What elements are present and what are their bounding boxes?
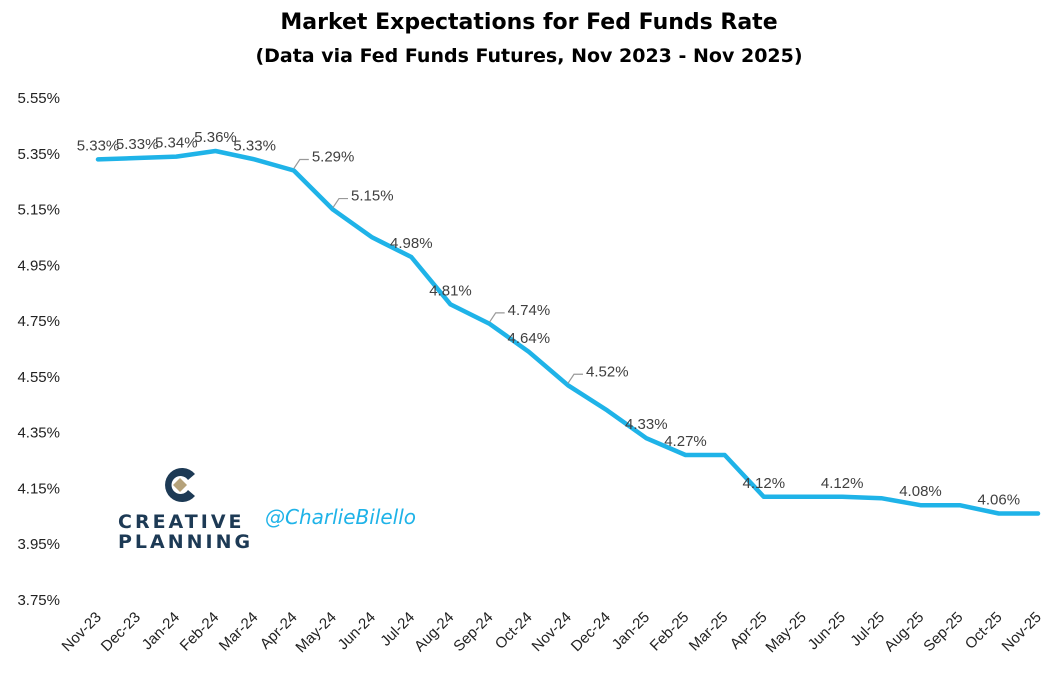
logo-line2: PLANNING [118,531,253,553]
x-tick-label: Aug-24 [411,609,457,655]
x-tick-label: Jun-25 [805,609,849,653]
data-label: 4.12% [743,475,786,492]
leader-line [489,312,505,323]
x-tick-label: May-25 [762,609,809,656]
x-tick-label: Aug-25 [881,609,927,655]
x-axis: Nov-23Dec-23Jan-24Feb-24Mar-24Apr-24May-… [59,609,1045,656]
y-axis: 5.55% 5.35% 5.15% 4.95% 4.75% 4.55% 4.35% 4.15%… [17,90,60,609]
leader-line [293,158,309,169]
y-tick-label: 4.55% [17,369,60,386]
leader-line [332,197,348,208]
data-label: 5.29% [312,149,355,166]
data-label: 4.74% [508,302,551,319]
y-tick-label: 3.75% [17,592,60,609]
x-tick-label: Jan-25 [609,609,653,653]
data-label: 4.64% [508,330,551,347]
series-layer [95,148,1041,516]
data-label: 4.52% [586,363,629,380]
data-label: 4.98% [390,235,433,252]
x-tick-label: May-24 [292,609,339,656]
x-tick-label: Sep-25 [920,609,966,655]
y-tick-label: 5.55% [17,90,60,107]
series-line [95,148,1041,516]
creative-planning-logo: CREATIVE PLANNING [118,468,253,553]
data-label: 4.33% [625,416,668,433]
data-label: 5.36% [194,129,237,146]
x-tick-label: Nov-24 [529,609,575,655]
leader-line [567,373,583,384]
x-tick-label: Mar-24 [216,609,262,655]
data-label: 5.33% [233,137,276,154]
data-label: 5.33% [77,137,120,154]
x-tick-label: Dec-24 [568,609,614,655]
data-label: 4.81% [429,282,472,299]
y-tick-label: 4.95% [17,257,60,274]
data-label: 4.08% [899,483,942,500]
x-tick-label: Jan-24 [139,609,183,653]
y-tick-label: 5.35% [17,146,60,163]
chart-title: Market Expectations for Fed Funds Rate [280,10,778,35]
x-tick-label: Dec-23 [98,609,144,655]
x-tick-label: Nov-25 [999,609,1045,655]
data-label: 5.15% [351,188,394,205]
chart-subtitle: (Data via Fed Funds Futures, Nov 2023 - … [255,45,803,67]
x-tick-label: Feb-24 [177,609,223,655]
logo-mark-icon [165,468,195,502]
y-tick-label: 5.15% [17,202,60,219]
y-tick-label: 4.35% [17,425,60,442]
logo-line1: CREATIVE [118,511,245,533]
x-tick-label: Jun-24 [335,609,379,653]
y-tick-label: 4.15% [17,480,60,497]
x-tick-label: Feb-25 [647,609,693,655]
data-label: 5.34% [155,135,198,152]
x-tick-label: Oct-25 [962,609,1006,653]
data-label: 4.06% [978,492,1021,509]
x-tick-label: Oct-24 [492,609,536,653]
y-tick-label: 3.95% [17,536,60,553]
x-tick-label: Sep-24 [450,609,496,655]
data-label-layer: 5.33%5.33%5.34%5.36%5.33%5.29%5.15%4.98%… [77,129,1020,509]
x-tick-label: Mar-25 [686,609,732,655]
data-label: 5.33% [116,136,159,153]
data-label: 4.27% [664,433,707,450]
y-tick-label: 4.75% [17,313,60,330]
x-tick-label: Nov-23 [59,609,105,655]
data-label: 4.12% [821,475,864,492]
twitter-handle: @CharlieBilello [265,505,416,529]
